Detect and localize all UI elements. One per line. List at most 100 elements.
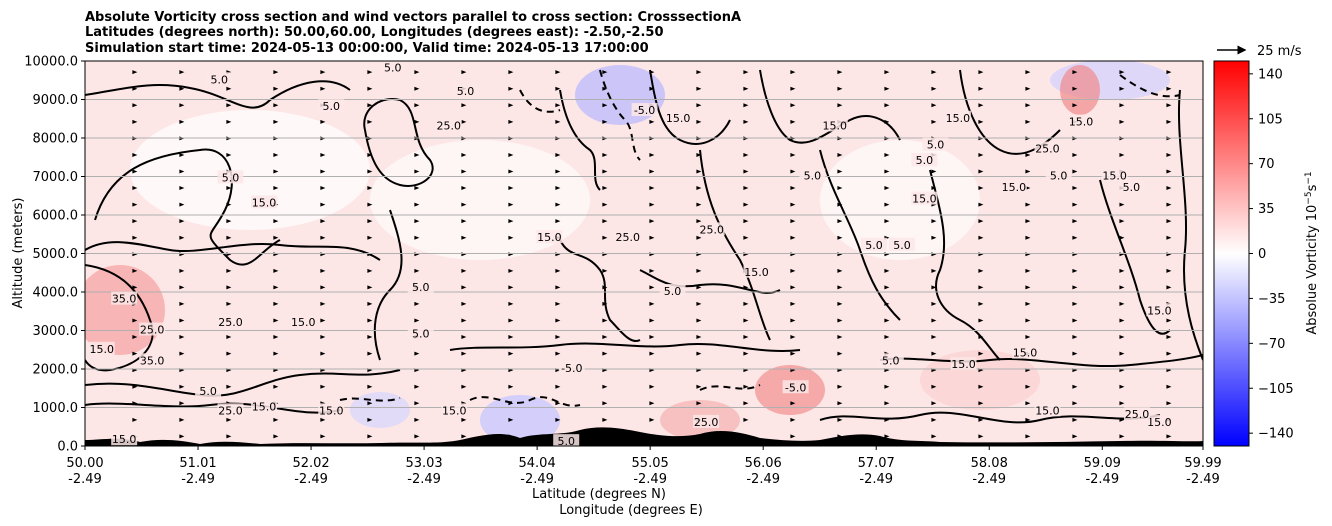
wind-vector (743, 335, 749, 340)
wind-vector (1072, 434, 1078, 439)
wind-vector (649, 268, 655, 273)
wind-vector (1072, 268, 1078, 273)
wind-vector (1166, 103, 1172, 108)
wind-vector (1025, 169, 1031, 174)
wind-vector (179, 169, 185, 174)
wind-vector (273, 152, 279, 157)
contour-label-bg (944, 110, 971, 124)
wind-vector (179, 417, 185, 422)
x-tick-label-longitude: -2.49 (972, 472, 1006, 487)
contour-label-bg (911, 153, 938, 167)
vorticity-patch (920, 350, 1040, 410)
contour-line (559, 89, 601, 191)
wind-vector (1072, 401, 1078, 406)
contour-label: 5.0 (322, 100, 340, 113)
x-tick-label-longitude: -2.49 (633, 472, 667, 487)
wind-vector (837, 219, 843, 224)
wind-vector (978, 235, 984, 240)
title-line-2: Latitudes (degrees north): 50.00,60.00, … (85, 25, 664, 40)
wind-vector (790, 219, 796, 224)
contour-label: 15.0 (90, 343, 115, 356)
wind-vector (790, 152, 796, 157)
wind-vector (461, 268, 467, 273)
wind-vector (649, 235, 655, 240)
wind-vector (132, 335, 138, 340)
wind-vector (132, 417, 138, 422)
wind-vector (226, 219, 232, 224)
contour-label-bg (698, 222, 725, 236)
contour-label: 5.0 (457, 85, 475, 98)
wind-vector (273, 103, 279, 108)
wind-vector (1119, 384, 1125, 389)
wind-vector (649, 335, 655, 340)
contour-line (819, 149, 901, 321)
wind-vector (790, 335, 796, 340)
wind-vector (508, 285, 514, 290)
wind-vector (367, 103, 373, 108)
contour-label: 15.0 (252, 401, 277, 414)
contour-line (1099, 179, 1171, 335)
contour-label: 5.0 (211, 73, 229, 86)
contour-label: 25.0 (436, 119, 461, 132)
wind-vector (931, 268, 937, 273)
wind-vector (179, 152, 185, 157)
wind-vector (367, 119, 373, 124)
wind-vector (555, 301, 561, 306)
wind-vector (884, 86, 890, 91)
colorbar-ticks: 140 105 70 35 0 −35 −70 −105 −140 (1249, 67, 1294, 442)
colorbar-tick-label: −105 (1258, 382, 1294, 397)
wind-vector (602, 318, 608, 323)
contour-label: 5.0 (412, 281, 430, 294)
wind-vector (790, 268, 796, 273)
wind-vector (320, 219, 326, 224)
wind-vector (602, 301, 608, 306)
wind-vector (931, 103, 937, 108)
contour-line (699, 149, 771, 341)
wind-vector (273, 285, 279, 290)
wind-vector (837, 152, 843, 157)
wind-vector (1072, 235, 1078, 240)
wind-vector (696, 186, 702, 191)
wind-vector (367, 417, 373, 422)
wind-vector (837, 235, 843, 240)
wind-vector (320, 235, 326, 240)
wind-vector (649, 202, 655, 207)
wind-vector (1119, 335, 1125, 340)
y-tick-label: 0.0 (57, 440, 78, 455)
wind-vector (1025, 219, 1031, 224)
wind-vector (461, 285, 467, 290)
wind-vector (179, 186, 185, 191)
wind-vector (508, 417, 514, 422)
wind-vector (978, 384, 984, 389)
wind-vector (273, 301, 279, 306)
wind-vector (1072, 351, 1078, 356)
contour-label-bg (1000, 180, 1027, 194)
wind-vector (414, 186, 420, 191)
wind-vector (790, 103, 796, 108)
wind-vector (179, 401, 185, 406)
wind-vector (461, 103, 467, 108)
vorticity-patch (130, 110, 370, 230)
wind-vector (508, 384, 514, 389)
wind-vector (1025, 235, 1031, 240)
wind-vector (1072, 318, 1078, 323)
wind-vector (696, 318, 702, 323)
wind-vector (226, 119, 232, 124)
wind-vector (508, 119, 514, 124)
colorbar-tick-label: 105 (1258, 112, 1283, 127)
contour-label: 5.0 (199, 385, 217, 398)
contour-label: 15.0 (1002, 181, 1027, 194)
wind-vector (555, 169, 561, 174)
contour-label-bg (1146, 414, 1173, 428)
wind-vector (320, 202, 326, 207)
contour-label: 25.0 (694, 416, 719, 429)
colorbar-label-unit: s (1305, 184, 1320, 191)
contour-labels: 5.05.015.05.05.025.05.025.015.0 25.05.05.… (88, 61, 1173, 446)
wind-vector (273, 119, 279, 124)
contour-label-bg (379, 61, 406, 74)
wind-vector (1072, 103, 1078, 108)
wind-vector (837, 335, 843, 340)
wind-vector (320, 186, 326, 191)
wind-vector (461, 70, 467, 75)
contour-label: 5.0 (927, 139, 945, 152)
